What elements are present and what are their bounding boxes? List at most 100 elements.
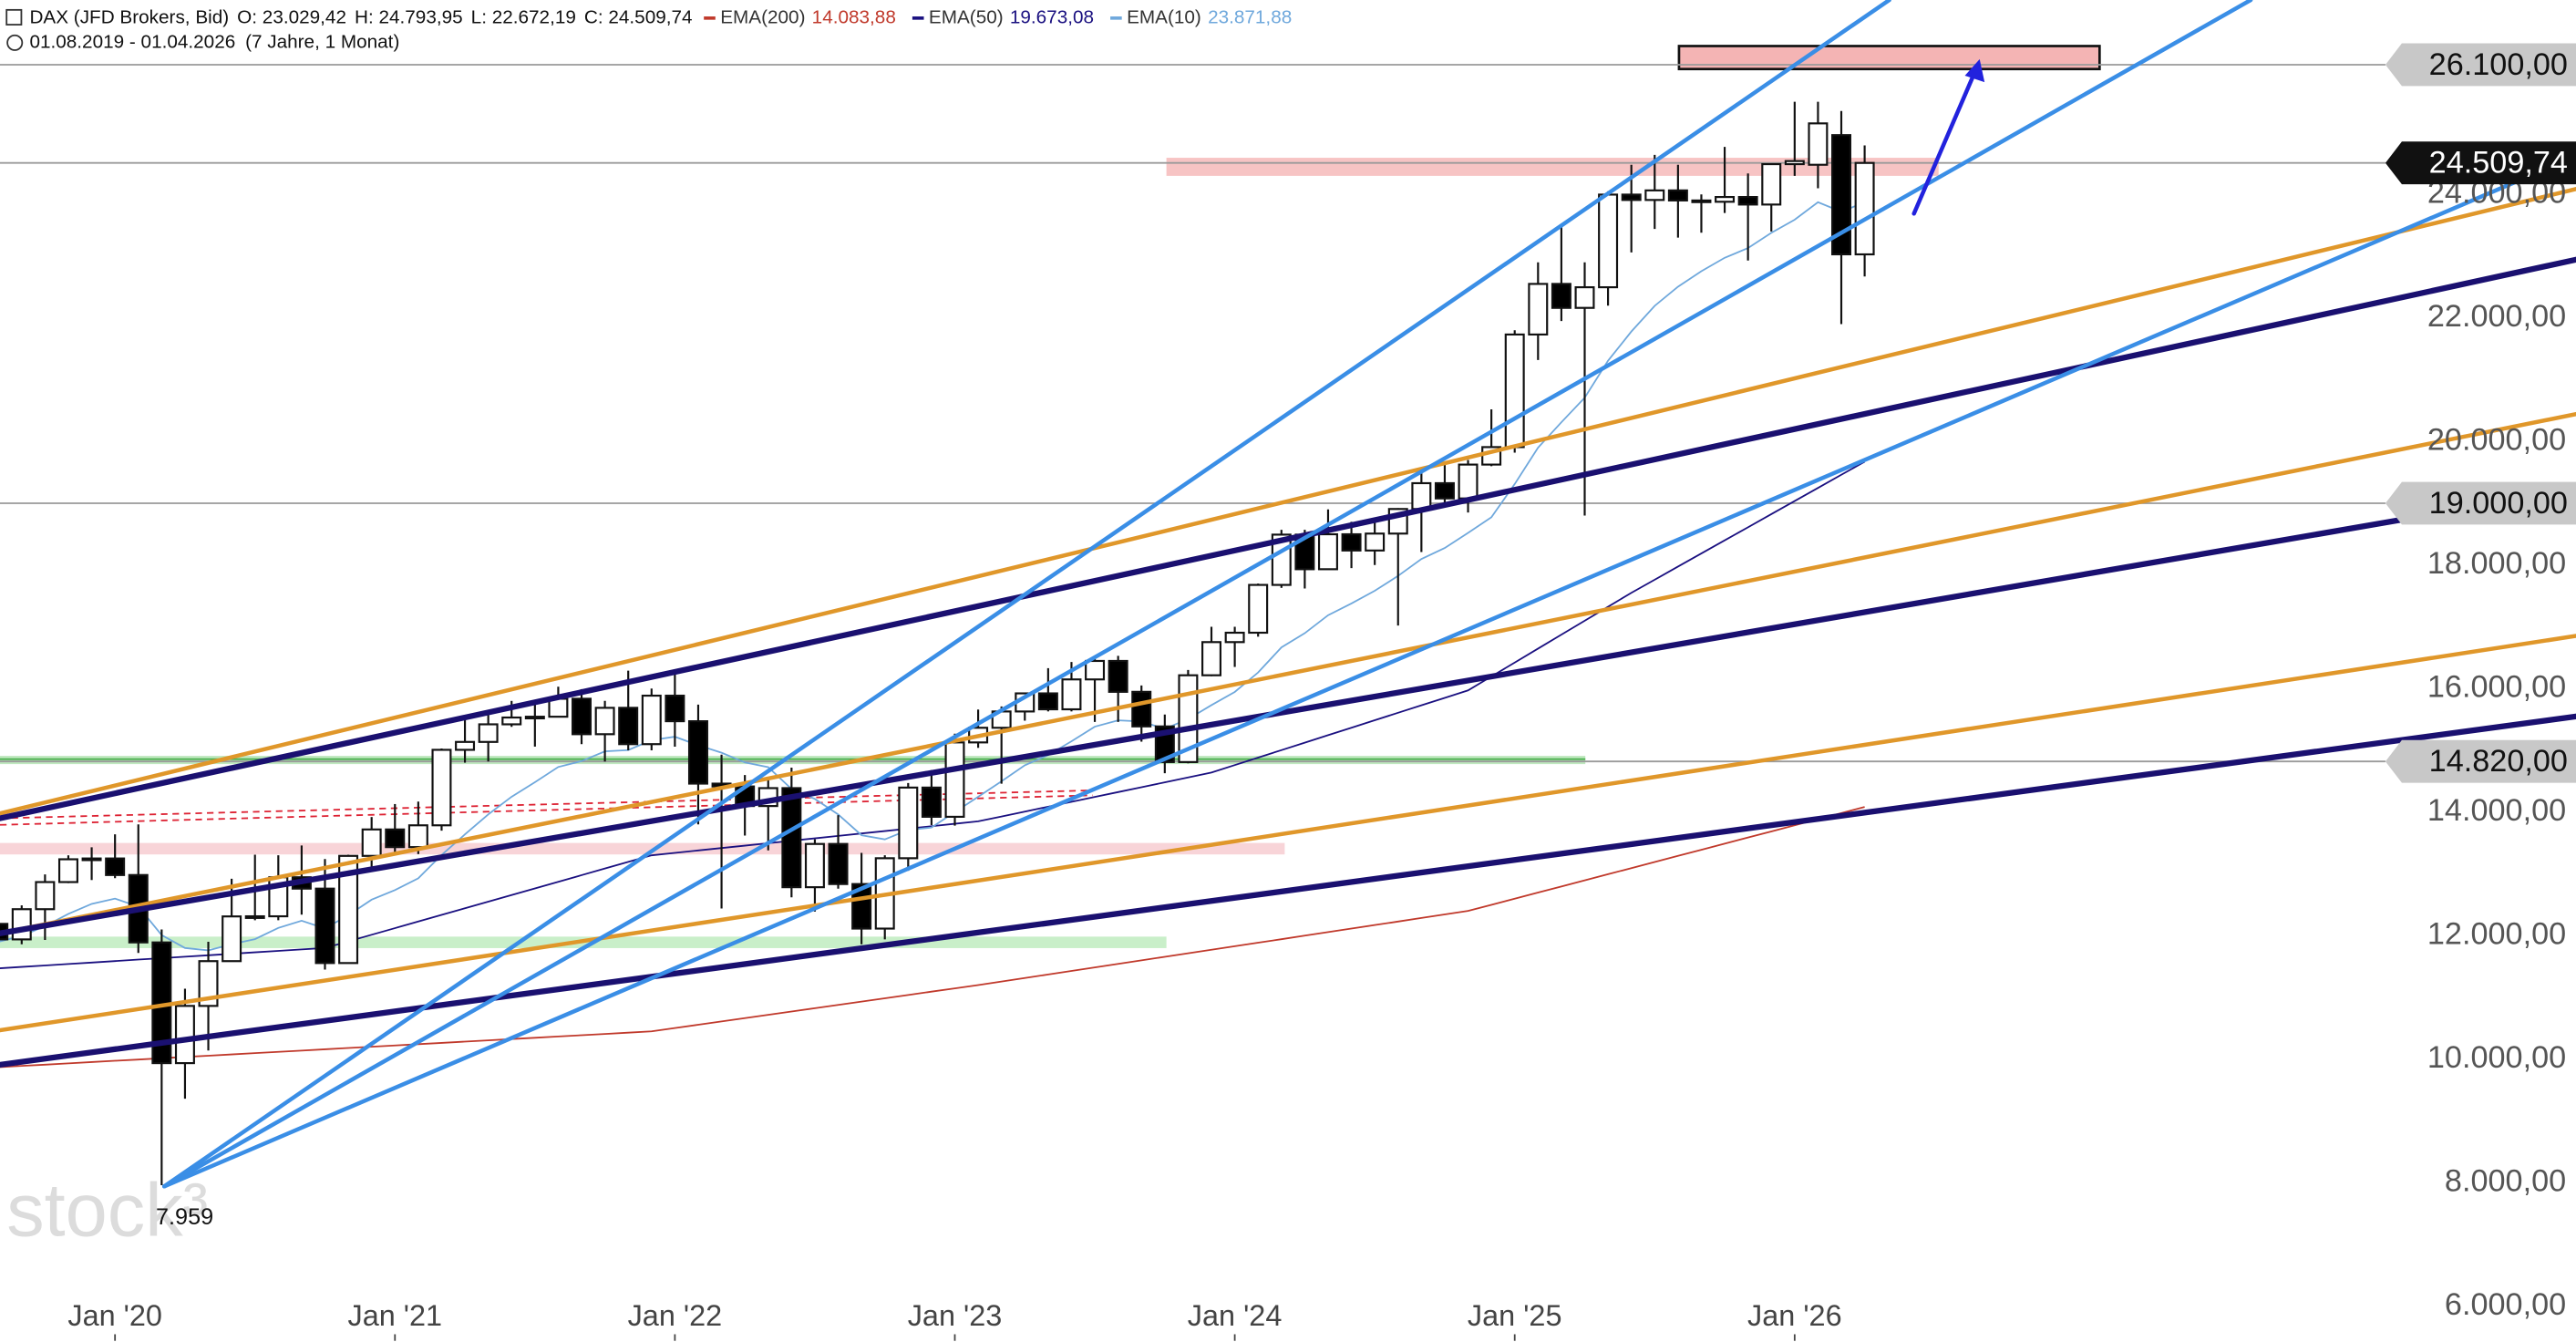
candle-body xyxy=(1667,189,1688,201)
candle-body xyxy=(687,720,708,785)
candle-body xyxy=(244,914,265,919)
ema-line xyxy=(0,460,1866,969)
legend-swatch xyxy=(912,16,924,20)
x-tick-label: Jan '24 xyxy=(1188,1299,1283,1332)
arrow-head xyxy=(1964,58,1985,83)
candle-body xyxy=(1224,631,1245,644)
candle-body xyxy=(665,694,685,723)
header-text: EMA(10) xyxy=(1127,6,1201,27)
header-text: DAX (JFD Brokers, Bid) xyxy=(29,6,229,27)
trend-line xyxy=(0,411,2576,935)
x-tick-label: Jan '20 xyxy=(67,1299,162,1332)
trend-line xyxy=(0,634,2576,1033)
y-tick-label: 14.000,00 xyxy=(2427,793,2566,828)
candle-body xyxy=(1831,134,1852,256)
level-label: 19.000,00 xyxy=(2429,486,2568,521)
candle-body xyxy=(57,858,78,883)
level-label: 14.820,00 xyxy=(2429,744,2568,779)
legend-swatch xyxy=(1110,16,1122,20)
candle-body xyxy=(828,842,849,885)
trend-line xyxy=(0,486,2576,936)
header-text: 19.673,08 xyxy=(1010,6,1094,27)
candle-body xyxy=(1085,659,1106,681)
y-tick-label: 12.000,00 xyxy=(2427,916,2566,951)
candle-body xyxy=(641,694,662,746)
candle-body xyxy=(1201,641,1222,676)
candle-body xyxy=(174,1005,195,1065)
candle-body xyxy=(361,828,382,857)
header-text: 14.083,88 xyxy=(812,6,896,27)
header-text: O: 23.029,42 xyxy=(237,6,346,27)
candle-body xyxy=(1528,283,1549,336)
candle-body xyxy=(1644,189,1665,201)
candle-body xyxy=(524,716,545,720)
candle-body xyxy=(385,828,406,849)
candle-body xyxy=(11,908,32,941)
candle-body xyxy=(222,915,242,963)
x-tick-label: Jan '23 xyxy=(908,1299,1003,1332)
candle-body xyxy=(1248,583,1269,635)
candle-body xyxy=(1761,162,1782,206)
candle-body xyxy=(478,723,499,743)
candle-body xyxy=(1574,285,1595,309)
trend-line xyxy=(161,153,2576,1189)
candle-body xyxy=(314,887,335,965)
trend-line xyxy=(161,0,1891,1189)
x-tick-label: Jan '26 xyxy=(1747,1299,1842,1332)
legend-swatch xyxy=(704,16,716,20)
candle-body xyxy=(1504,333,1525,449)
candle-body xyxy=(1458,463,1479,500)
candle-body xyxy=(1061,678,1082,711)
candle-body xyxy=(944,741,965,818)
candle-body xyxy=(455,740,476,751)
y-tick-label: 20.000,00 xyxy=(2427,422,2566,457)
trend-line xyxy=(0,187,2576,816)
candle-body xyxy=(1854,161,1875,256)
clock-icon xyxy=(6,34,24,51)
x-tick-label: Jan '21 xyxy=(347,1299,442,1332)
low-label: 7.959 xyxy=(156,1204,213,1230)
candle-body xyxy=(921,786,942,818)
candle-body xyxy=(898,786,919,860)
y-tick-label: 22.000,00 xyxy=(2427,299,2566,334)
candle-body xyxy=(198,960,219,1007)
candle-body xyxy=(572,697,592,736)
ema-lines xyxy=(0,201,1866,1068)
target-zone xyxy=(1677,45,2101,71)
level-label-box xyxy=(2385,141,2576,185)
candle-body xyxy=(851,883,872,930)
candle-body xyxy=(431,748,452,827)
header-text: EMA(50) xyxy=(929,6,1004,27)
x-tick-label: Jan '22 xyxy=(628,1299,723,1332)
axes: 7.959 6.000,00 8.000,00 10.000,00 12.000,00 1… xyxy=(67,43,2576,1341)
candle-body xyxy=(804,842,825,889)
y-tick-label: 18.000,00 xyxy=(2427,546,2566,581)
level-label-box xyxy=(2385,481,2576,525)
candle-body xyxy=(1037,692,1058,711)
candle-body xyxy=(1691,199,1712,203)
candle-body xyxy=(1108,659,1128,693)
candle-body xyxy=(1621,193,1642,201)
trend-line xyxy=(0,256,2576,821)
candle-body xyxy=(1317,532,1338,571)
pink-zone xyxy=(0,842,1285,855)
candle-body xyxy=(1178,674,1199,763)
x-tick-label: Jan '25 xyxy=(1468,1299,1562,1332)
header-text: 23.871,88 xyxy=(1208,6,1292,27)
level-label-box xyxy=(2385,43,2576,87)
candle-body xyxy=(618,707,639,746)
candle-body xyxy=(338,854,359,965)
header-text: L: 22.672,19 xyxy=(471,6,576,27)
candle-body xyxy=(1784,160,1805,166)
candle-body xyxy=(1131,690,1152,728)
candle-body xyxy=(1365,532,1386,552)
trend-lines xyxy=(0,0,2576,1189)
candle-body xyxy=(1341,532,1362,552)
candle-body xyxy=(1598,193,1619,289)
candle-body xyxy=(1808,122,1829,166)
candle-body xyxy=(81,857,102,862)
header-text: C: 24.509,74 xyxy=(584,6,693,27)
header: DAX (JFD Brokers, Bid) O: 23.029,42 H: 24.… xyxy=(5,6,1292,52)
